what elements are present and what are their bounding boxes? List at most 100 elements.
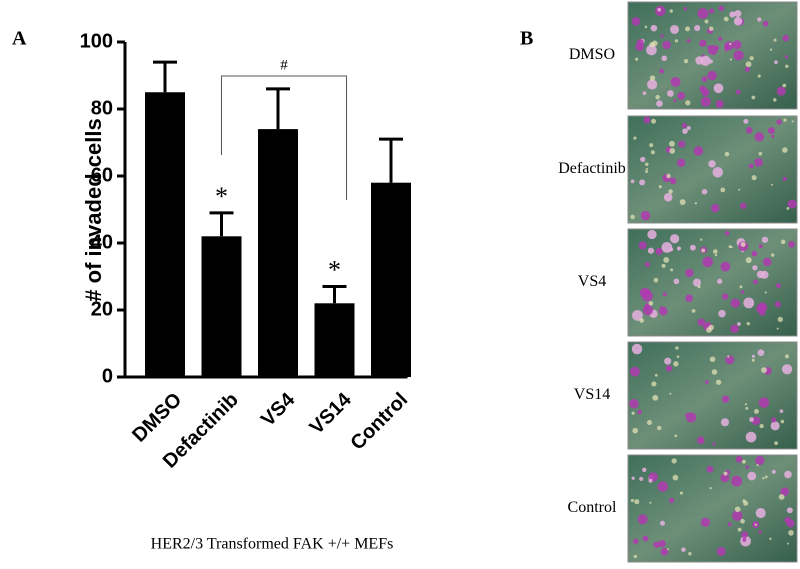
cell — [631, 16, 641, 26]
cell — [758, 244, 763, 249]
cell — [720, 473, 730, 483]
cell — [681, 547, 686, 552]
cell — [721, 395, 730, 403]
cell — [761, 236, 769, 243]
error-bar — [379, 137, 403, 183]
pore — [633, 136, 637, 140]
pore — [685, 100, 691, 106]
cell — [686, 38, 691, 43]
cell — [742, 537, 747, 542]
cell — [712, 442, 716, 446]
cell — [771, 417, 777, 423]
bar — [145, 92, 185, 377]
pore — [675, 346, 679, 350]
cell — [774, 301, 782, 308]
pore — [749, 56, 754, 61]
pore — [668, 189, 673, 194]
pore — [739, 285, 743, 289]
image-label: VS14 — [574, 386, 610, 403]
cell — [782, 34, 790, 42]
pore — [745, 257, 752, 264]
cell — [642, 91, 647, 96]
pore — [644, 25, 648, 29]
pore — [724, 151, 730, 157]
cell — [685, 412, 697, 423]
cell — [662, 292, 667, 297]
cell — [776, 86, 786, 96]
cell — [740, 202, 747, 210]
pore — [723, 471, 728, 476]
cell — [762, 20, 769, 27]
pore — [679, 199, 686, 206]
cell — [774, 60, 778, 65]
pore — [630, 498, 635, 503]
cell — [752, 265, 758, 271]
pore — [679, 491, 684, 495]
cell — [743, 297, 755, 309]
cell — [788, 240, 795, 248]
image-label: VS4 — [578, 273, 606, 290]
pore — [773, 98, 777, 102]
pore — [751, 95, 756, 100]
error-bar — [322, 285, 347, 304]
y-tick-label: 60 — [91, 164, 113, 186]
cell — [693, 146, 704, 156]
cell — [692, 278, 702, 287]
pore — [633, 554, 638, 559]
pore — [745, 61, 752, 68]
pore — [788, 530, 794, 536]
bar — [201, 236, 242, 377]
pore — [782, 147, 788, 153]
pore — [666, 548, 669, 551]
cell — [701, 188, 708, 195]
pore — [761, 367, 767, 373]
pore — [709, 356, 716, 363]
pore — [744, 403, 748, 406]
pore — [691, 308, 696, 313]
cell — [668, 497, 675, 504]
cell — [655, 247, 663, 255]
cell — [686, 126, 691, 131]
cell — [743, 118, 749, 124]
cell — [729, 11, 736, 18]
pore — [646, 420, 653, 426]
pore — [666, 173, 671, 179]
cell — [725, 355, 735, 365]
cell — [780, 487, 789, 496]
cell — [664, 357, 672, 365]
y-tick-label: 80 — [91, 97, 113, 119]
pore — [746, 321, 751, 326]
pore — [649, 143, 654, 148]
pore — [632, 427, 638, 434]
cell — [705, 380, 709, 384]
pore — [708, 26, 714, 32]
cell — [751, 354, 756, 358]
cell — [700, 55, 711, 66]
cell — [642, 535, 649, 542]
cell — [749, 417, 754, 422]
pore — [729, 58, 733, 61]
cell — [707, 44, 718, 55]
pore — [688, 552, 692, 556]
pore — [756, 464, 759, 467]
cell — [656, 100, 663, 107]
cell — [718, 5, 725, 12]
error-bar — [266, 87, 290, 130]
cell — [752, 279, 758, 285]
pore — [791, 120, 794, 123]
pore — [723, 16, 729, 22]
pore — [740, 518, 745, 524]
pore — [787, 542, 790, 545]
cell — [715, 99, 724, 109]
cell — [676, 246, 682, 251]
cell — [717, 278, 723, 284]
cell — [720, 261, 731, 272]
error-bar — [153, 60, 177, 93]
cell — [643, 116, 651, 124]
pore — [630, 214, 635, 220]
pore — [697, 285, 701, 289]
cell — [659, 68, 665, 74]
cell — [636, 39, 644, 46]
significance-marker: * — [215, 182, 228, 211]
